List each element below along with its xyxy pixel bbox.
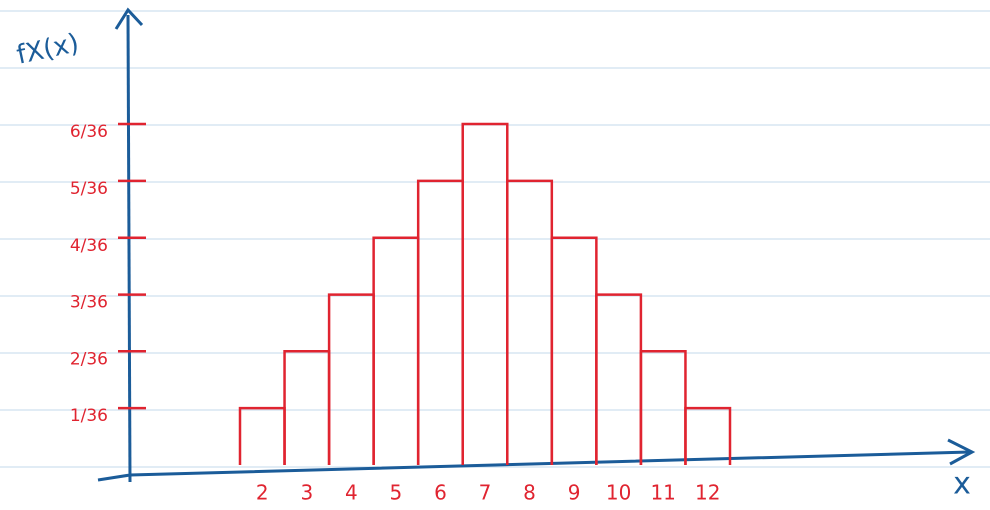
x-tick-label: 11 [650, 481, 675, 505]
y-tick-label: 6/36 [70, 122, 108, 142]
y-tick-label: 5/36 [70, 179, 108, 199]
x-tick-label: 7 [479, 481, 492, 505]
bar [463, 124, 508, 465]
x-tick-label: 12 [695, 481, 720, 505]
bar [418, 181, 463, 465]
x-tick-label: 9 [568, 481, 581, 505]
bar [507, 181, 552, 465]
bar [596, 295, 641, 465]
bar [240, 408, 285, 465]
y-tick-label: 2/36 [70, 349, 108, 369]
x-tick-label: 2 [256, 481, 269, 505]
bar [641, 351, 686, 465]
chart: fX(x) x 1/36 2/36 3/36 4/36 5/36 6/36 2 3 4 5 6 7 8 9… [0, 0, 990, 510]
bar [685, 408, 730, 465]
x-axis-title: x [953, 467, 971, 502]
x-tick-label: 8 [523, 481, 536, 505]
paper-lines [0, 11, 990, 467]
x-tick-label: 5 [390, 481, 403, 505]
bar [285, 351, 330, 465]
bar [374, 238, 419, 465]
y-tick-label: 3/36 [70, 293, 108, 313]
x-tick-label: 4 [345, 481, 358, 505]
x-tick-label: 10 [606, 481, 631, 505]
y-tick-label: 1/36 [70, 406, 108, 426]
x-tick-label: 6 [434, 481, 447, 505]
x-axis [98, 452, 970, 480]
y-tick-label: 4/36 [70, 236, 108, 256]
y-axis-title: fX(x) [14, 28, 82, 70]
bar [552, 238, 597, 465]
x-tick-label: 3 [300, 481, 313, 505]
y-axis [128, 15, 130, 482]
bar [329, 295, 374, 465]
